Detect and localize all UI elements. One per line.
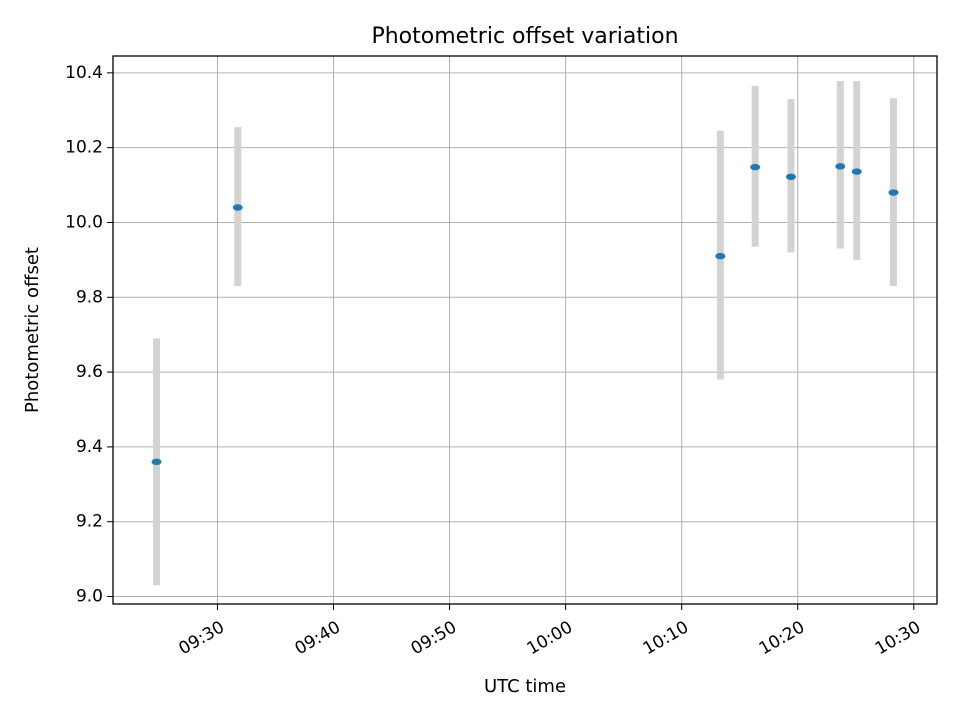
y-tick-label: 10.2 bbox=[65, 138, 103, 158]
data-point bbox=[715, 252, 726, 260]
x-tick-label: 10:00 bbox=[524, 617, 576, 659]
data-point bbox=[835, 163, 846, 170]
data-point bbox=[888, 189, 899, 196]
data-points bbox=[151, 163, 899, 466]
axis-ticks: 09:30 09:40 09:50 10:00 10:10 10:20 10:30 9.0 9.… bbox=[65, 63, 924, 659]
data-point bbox=[151, 458, 162, 466]
x-axis-label: UTC time bbox=[484, 676, 566, 697]
data-point bbox=[851, 168, 862, 175]
y-tick-label: 9.0 bbox=[76, 587, 103, 607]
x-tick-label: 10:30 bbox=[872, 617, 924, 659]
y-tick-label: 10.0 bbox=[65, 212, 103, 232]
y-tick-label: 10.4 bbox=[65, 63, 103, 83]
x-tick-label: 09:40 bbox=[292, 617, 344, 659]
x-tick-label: 09:30 bbox=[176, 617, 228, 659]
y-tick-label: 9.4 bbox=[76, 437, 103, 457]
data-point bbox=[750, 163, 761, 171]
data-point bbox=[785, 173, 796, 181]
y-axis-label: Photometric offset bbox=[22, 247, 43, 413]
error-bars bbox=[153, 81, 897, 586]
plot-frame bbox=[112, 55, 938, 605]
x-tick-label: 10:20 bbox=[756, 617, 808, 659]
grid bbox=[113, 56, 937, 604]
y-tick-label: 9.8 bbox=[76, 287, 103, 307]
chart-title: Photometric offset variation bbox=[371, 24, 678, 49]
y-tick-label: 9.6 bbox=[76, 362, 103, 382]
y-tick-label: 9.2 bbox=[76, 512, 103, 532]
data-point bbox=[232, 204, 243, 211]
x-tick-label: 10:10 bbox=[640, 617, 692, 659]
x-tick-label: 09:50 bbox=[408, 617, 460, 659]
